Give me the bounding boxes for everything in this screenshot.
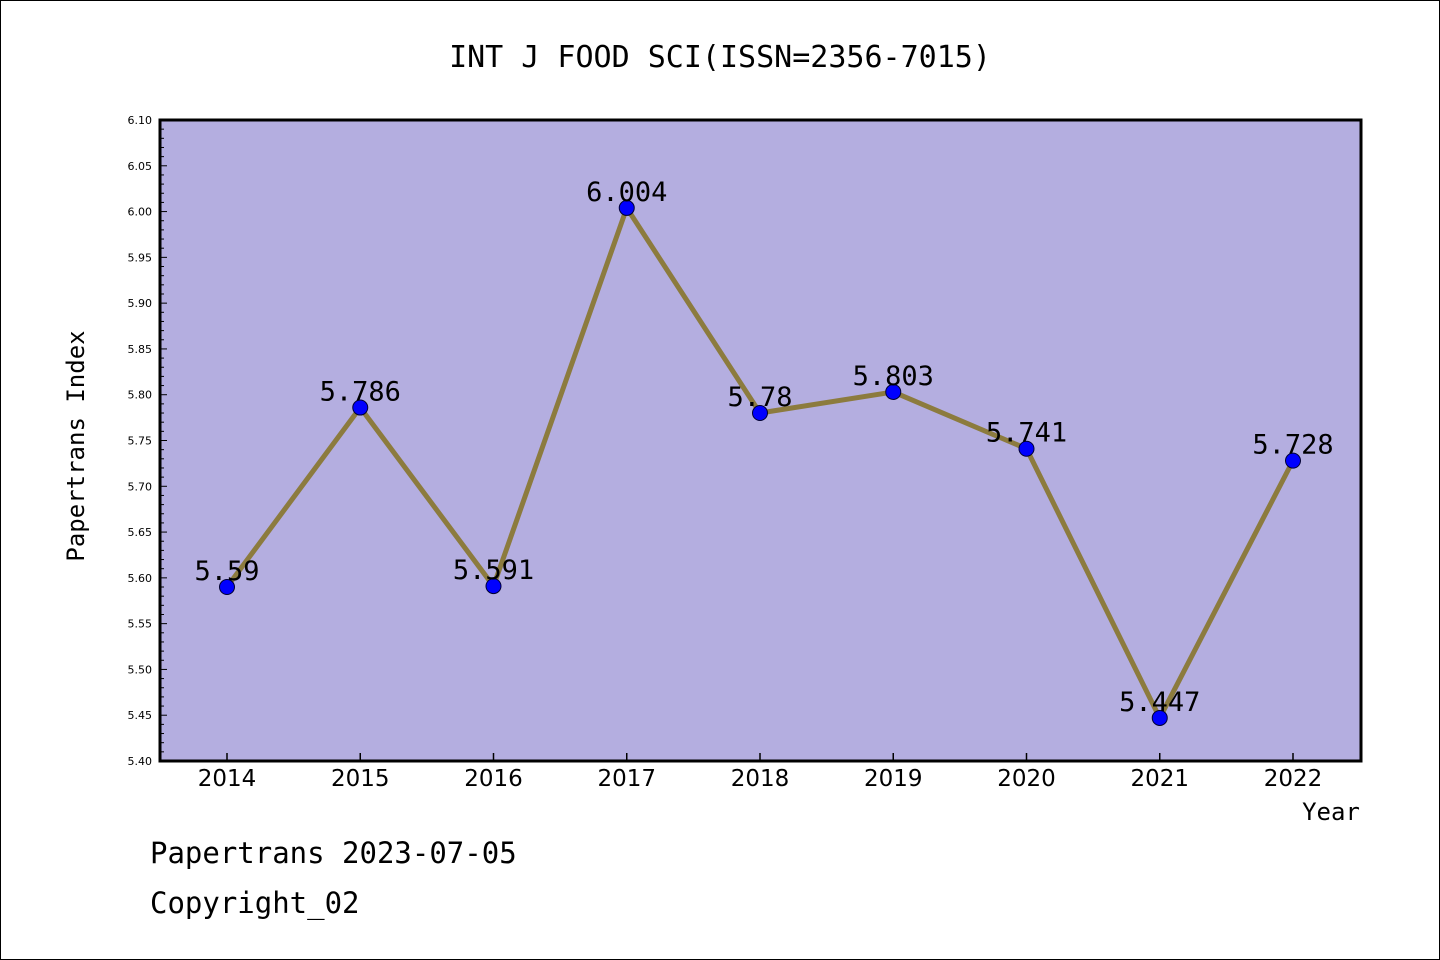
data-labels-group: 5.59 5.786 5.591 6.004 5.78 5.803 5.741 5.447 5.… [194, 177, 1333, 718]
data-label: 5.591 [453, 555, 534, 586]
data-point [618, 199, 635, 216]
x-tick-label: 2018 [731, 766, 790, 792]
data-point [352, 399, 369, 416]
data-point [1285, 452, 1301, 469]
data-point [1018, 440, 1035, 457]
y-tick-label: 5.70 [128, 480, 153, 493]
data-label: 5.803 [853, 361, 934, 392]
y-tick-label: 5.90 [128, 297, 153, 310]
x-tick-label: 2020 [997, 766, 1056, 792]
chart-title: INT J FOOD SCI(ISSN=2356-7015) [449, 40, 991, 75]
data-label: 5.741 [986, 418, 1067, 449]
data-label: 6.004 [586, 177, 667, 208]
y-tick-label: 5.75 [128, 435, 153, 448]
data-point [219, 579, 235, 596]
plot-border [158, 118, 1363, 763]
data-label: 5.59 [194, 556, 259, 587]
data-point [1151, 709, 1168, 726]
x-tick-label: 2022 [1264, 766, 1323, 792]
data-point [885, 383, 902, 400]
y-tick-label: 6.05 [128, 160, 153, 173]
data-label: 5.78 [727, 382, 792, 413]
markers-group [219, 199, 1301, 726]
footer-date: Papertrans 2023-07-05 [150, 836, 517, 870]
y-tick-label: 5.85 [128, 343, 153, 356]
data-label: 5.447 [1119, 687, 1200, 718]
x-tick-label: 2019 [864, 766, 923, 792]
data-label: 5.786 [320, 377, 401, 408]
x-tick-label: 2014 [198, 766, 257, 792]
x-axis: 2014 2015 2016 2017 2018 2019 2020 2021 2022 [198, 753, 1323, 792]
y-tick-label: 5.95 [128, 251, 153, 264]
y-tick-label: 5.45 [128, 709, 153, 722]
x-tick-label: 2017 [597, 766, 656, 792]
x-tick-label: 2015 [331, 766, 390, 792]
y-axis-title: Papertrans Index [62, 330, 90, 561]
y-axis: 5.40 5.45 5.50 5.55 5.60 5.65 5.70 5.75 5.80 5.85… [128, 114, 167, 768]
y-tick-label: 5.50 [128, 663, 153, 676]
y-tick-label: 6.00 [128, 206, 153, 219]
y-tick-label: 5.40 [128, 755, 153, 768]
plot-area [160, 120, 1361, 761]
y-tick-label: 5.60 [128, 572, 153, 585]
y-tick-label: 5.80 [128, 389, 153, 402]
y-tick-label: 6.10 [128, 114, 153, 127]
y-tick-label: 5.55 [128, 618, 153, 631]
data-label: 5.728 [1252, 430, 1333, 461]
y-tick-label: 5.65 [128, 526, 153, 539]
x-axis-title: Year [1302, 798, 1360, 826]
x-tick-label: 2016 [464, 766, 523, 792]
footer-copyright: Copyright_02 [150, 886, 360, 921]
data-point [485, 578, 502, 595]
data-point [752, 405, 768, 422]
x-tick-label: 2021 [1130, 766, 1189, 792]
